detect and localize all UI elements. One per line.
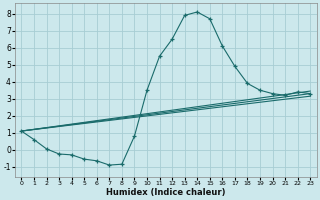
X-axis label: Humidex (Indice chaleur): Humidex (Indice chaleur)	[106, 188, 226, 197]
